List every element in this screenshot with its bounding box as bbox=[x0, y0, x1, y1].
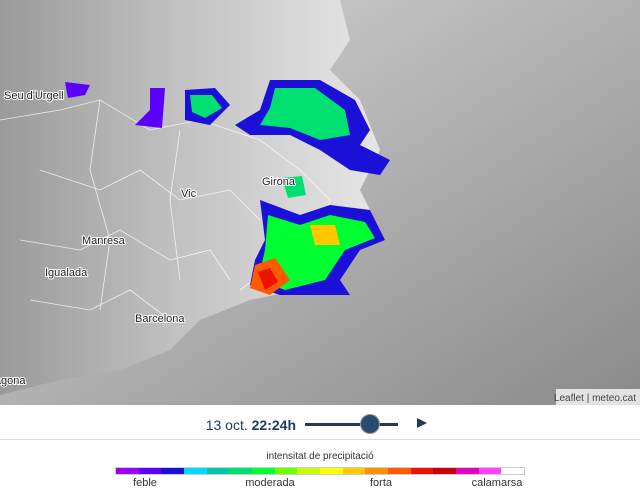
legend-bar bbox=[115, 467, 525, 475]
slider-knob[interactable] bbox=[360, 414, 380, 434]
place-label: Seu d'Urgell bbox=[4, 90, 64, 102]
legend-label: forta bbox=[369, 477, 393, 489]
play-button[interactable] bbox=[416, 417, 428, 429]
time: 22:24h bbox=[251, 417, 296, 433]
map[interactable]: Seu d'Urgell Vic Girona Manresa Igualada Barc… bbox=[0, 0, 640, 405]
attribution-bg bbox=[556, 389, 640, 405]
legend-swatch bbox=[116, 468, 139, 474]
place-label: Tarragona bbox=[0, 375, 26, 387]
legend-label: calamarsa bbox=[471, 477, 523, 489]
legend-label: moderada bbox=[245, 477, 295, 489]
legend-swatch bbox=[252, 468, 275, 474]
legend-label: feble bbox=[133, 477, 157, 489]
legend-swatch bbox=[206, 468, 230, 474]
date: 13 oct. bbox=[205, 417, 248, 433]
place-label: Igualada bbox=[45, 267, 88, 279]
legend-swatch bbox=[184, 468, 207, 474]
divider bbox=[0, 439, 640, 440]
legend-swatch bbox=[501, 468, 525, 474]
place-label: Vic bbox=[181, 188, 197, 200]
legend-swatch bbox=[229, 468, 253, 474]
place-label: Manresa bbox=[82, 235, 126, 247]
legend-swatch bbox=[433, 468, 457, 474]
legend-swatch bbox=[410, 468, 434, 474]
legend-swatch bbox=[138, 468, 162, 474]
legend-swatch bbox=[161, 468, 185, 474]
place-label: Girona bbox=[262, 176, 296, 188]
legend-swatch bbox=[478, 468, 502, 474]
legend-swatch bbox=[388, 468, 411, 474]
legend-swatch bbox=[320, 468, 343, 474]
legend-title: intensitat de precipitació bbox=[266, 451, 374, 462]
controls: 13 oct. 22:24h intensitat de precipitaci… bbox=[0, 405, 640, 498]
place-label: Barcelona bbox=[135, 313, 185, 325]
legend-swatch bbox=[365, 468, 389, 474]
play-icon bbox=[417, 418, 427, 428]
timestamp: 13 oct. 22:24h bbox=[0, 417, 296, 433]
radar bbox=[65, 80, 390, 295]
attribution: Leaflet | meteo.cat bbox=[554, 393, 636, 404]
legend-swatch bbox=[274, 468, 298, 474]
legend-swatch bbox=[456, 468, 479, 474]
place-labels: Seu d'Urgell Vic Girona Manresa Igualada Barc… bbox=[0, 89, 297, 388]
legend-swatch bbox=[342, 468, 366, 474]
legend-swatch bbox=[297, 468, 321, 474]
slider-track[interactable] bbox=[305, 423, 398, 426]
